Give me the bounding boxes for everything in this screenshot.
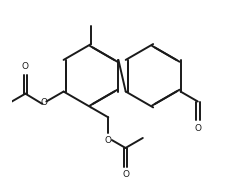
Text: O: O: [22, 62, 29, 71]
Text: O: O: [194, 123, 201, 132]
Text: O: O: [40, 98, 48, 108]
Text: O: O: [105, 136, 112, 145]
Text: O: O: [122, 170, 129, 179]
